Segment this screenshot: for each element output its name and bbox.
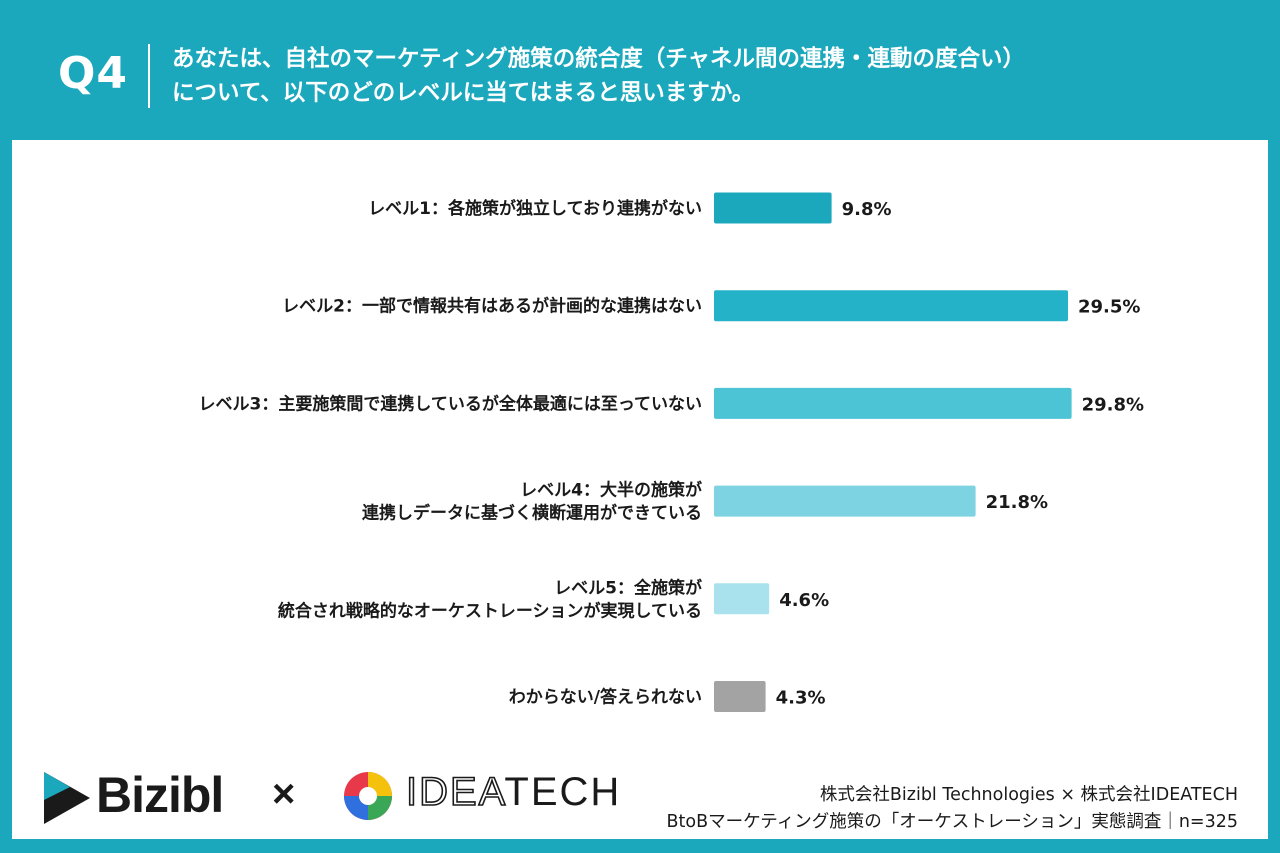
value-label-4: 21.8% — [986, 492, 1048, 513]
bottom-bar — [0, 839, 1280, 853]
category-label-5-line-1: レベル5：全施策が — [554, 577, 702, 598]
question-header: Q4 あなたは、自社のマーケティング施策の統合度（チャネル間の連携・連動の度合い… — [0, 0, 1280, 138]
value-label-2: 29.5% — [1078, 297, 1140, 318]
category-label-1: レベル1：各施策が独立しており連携がない — [368, 198, 702, 219]
credit-survey-title: BtoBマーケティング施策の「オーケストレーション」実態調査｜n=325 — [666, 812, 1238, 832]
collab-times-sign: × — [272, 772, 296, 816]
bar-3 — [714, 387, 1072, 419]
question-text: あなたは、自社のマーケティング施策の統合度（チャネル間の連携・連動の度合い） に… — [172, 42, 1252, 110]
question-line-2: について、以下のどのレベルに当てはまると思いますか。 — [172, 80, 755, 106]
value-label-3: 29.8% — [1082, 394, 1144, 415]
bar-1 — [714, 192, 832, 224]
ideatech-wordmark: IDEATECH — [405, 769, 622, 815]
bizibl-logo: Bizibl — [40, 762, 250, 832]
header-divider — [148, 44, 150, 108]
category-label-3: レベル3：主要施策間で連携しているが全体最適には至っていない — [199, 393, 702, 414]
bizibl-play-icon — [44, 772, 90, 824]
bar-2 — [714, 290, 1068, 322]
chart-panel: 9.8% レベル1：各施策が独立しており連携がない 29.5% レベル2：一部で情報共… — [12, 140, 1268, 839]
question-number: Q4 — [58, 48, 129, 99]
bar-chart: 9.8% レベル1：各施策が独立しており連携がない 29.5% レベル2：一部で情報共… — [199, 192, 1144, 712]
ideatech-wordmark-tech: TECH — [504, 770, 622, 814]
bar-5 — [714, 583, 770, 615]
ideatech-wordmark-idea: IDEA — [405, 769, 505, 815]
category-label-5-line-2: 統合され戦略的なオーケストレーションが実現している — [278, 600, 702, 621]
bizibl-wordmark: Bizibl — [96, 767, 224, 823]
question-line-1: あなたは、自社のマーケティング施策の統合度（チャネル間の連携・連動の度合い） — [172, 46, 1025, 72]
category-label-2: レベル2：一部で情報共有はあるが計画的な連携はない — [282, 296, 702, 317]
survey-credit: 株式会社Bizibl Technologies × 株式会社IDEATECH B… — [667, 782, 1238, 836]
value-label-5: 4.6% — [779, 590, 829, 611]
ideatech-logo: IDEATECH — [340, 762, 640, 832]
ideatech-color-icon — [344, 772, 392, 820]
bar-6 — [714, 681, 766, 712]
bar-4 — [714, 485, 976, 517]
category-label-4-line-1: レベル4：大半の施策が — [520, 480, 702, 501]
logo-area: Bizibl × IDEATECH — [40, 762, 660, 832]
category-label-6: わからない/答えられない — [509, 687, 702, 708]
credit-companies: 株式会社Bizibl Technologies × 株式会社IDEATECH — [819, 785, 1238, 805]
category-label-4-line-2: 連携しデータに基づく横断運用ができている — [362, 503, 702, 524]
value-label-1: 9.8% — [842, 199, 892, 220]
value-label-6: 4.3% — [776, 688, 826, 709]
